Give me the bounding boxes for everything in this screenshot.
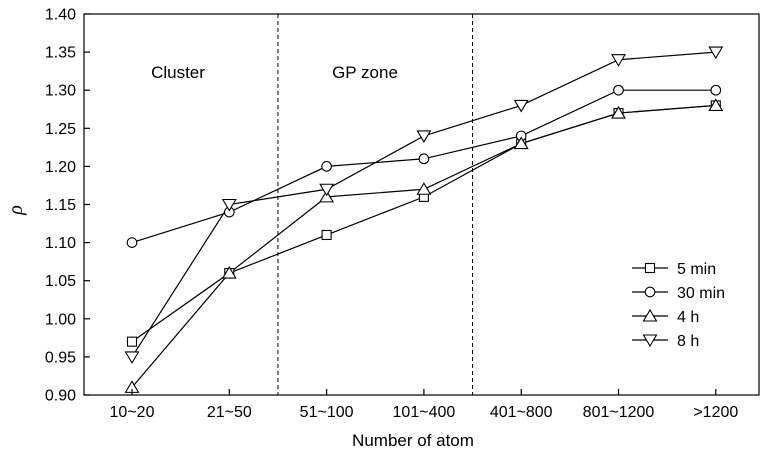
y-tick-label-1-00: 1.00 <box>45 311 76 328</box>
x-tick-label-10-20: 10~20 <box>110 404 155 421</box>
data-point-8-h <box>319 183 335 197</box>
series-line-8-h <box>131 51 716 358</box>
data-point-4-h <box>513 136 529 150</box>
y-tick-label-1-15: 1.15 <box>45 197 76 214</box>
data-point-5-min <box>126 336 138 347</box>
data-point-30-min <box>613 84 624 96</box>
x-tick-label-21-50: 21~50 <box>207 404 252 421</box>
y-tick-label-1-20: 1.20 <box>45 159 76 176</box>
legend-label-30-min: 30 min <box>677 285 725 302</box>
x-tick-label-801-1200: 801~1200 <box>583 404 655 421</box>
y-axis-title: ρ <box>5 205 27 216</box>
legend-label-8-h: 8 h <box>677 333 699 350</box>
region-label-gp-zone: GP zone <box>332 63 398 82</box>
data-point-30-min <box>126 237 138 248</box>
data-point-5-min <box>321 229 332 241</box>
data-point-8-h <box>513 99 529 113</box>
data-point-30-min <box>418 153 430 165</box>
y-tick-label-1-30: 1.30 <box>45 83 76 100</box>
y-tick-label-1-05: 1.05 <box>45 273 76 290</box>
data-point-8-h <box>611 54 626 67</box>
x-axis-title: Number of atom <box>352 431 474 450</box>
series-layer <box>124 46 724 393</box>
y-tick-label-0-90: 0.90 <box>45 388 76 405</box>
region-label-cluster: Cluster <box>151 63 205 82</box>
x-tick-label-401-800: 401~800 <box>490 404 553 421</box>
data-point-8-h <box>708 46 724 60</box>
axes: 0.90 0.95 1.00 1.05 1.10 1.15 1.20 1.25 1.30 1.35… <box>45 7 760 421</box>
legend-marker-5-min <box>644 262 656 274</box>
legend-marker-8-h <box>642 334 658 348</box>
x-tick-label-101-400: 101~400 <box>393 404 456 421</box>
data-point-8-h <box>221 198 237 212</box>
data-point-4-h <box>708 98 724 111</box>
y-tick-label-1-35: 1.35 <box>45 45 76 62</box>
data-point-8-h <box>416 130 432 144</box>
y-tick-label-1-40: 1.40 <box>45 7 76 24</box>
y-tick-label-1-25: 1.25 <box>45 121 76 138</box>
data-point-4-h <box>221 265 237 279</box>
data-point-4-h <box>416 182 432 195</box>
y-tick-label-1-10: 1.10 <box>45 235 76 252</box>
data-point-30-min <box>710 84 722 96</box>
legend-marker-4-h <box>642 308 658 322</box>
data-point-4-h <box>611 105 626 119</box>
legend-marker-30-min <box>644 286 656 298</box>
legend-label-5-min: 5 min <box>677 261 716 278</box>
x-tick-label-51-100: 51~100 <box>300 404 354 421</box>
y-tick-label-0-95: 0.95 <box>45 349 76 366</box>
legend: 5 min 30 min 4 h 8 h <box>632 261 725 350</box>
legend-label-4-h: 4 h <box>677 309 699 326</box>
region-dividers <box>277 14 474 395</box>
data-point-8-h <box>124 351 140 364</box>
x-tick-label-1200: >1200 <box>693 404 738 421</box>
data-point-30-min <box>321 161 332 172</box>
data-point-4-h <box>319 189 335 203</box>
series-line-4-h <box>131 104 716 388</box>
